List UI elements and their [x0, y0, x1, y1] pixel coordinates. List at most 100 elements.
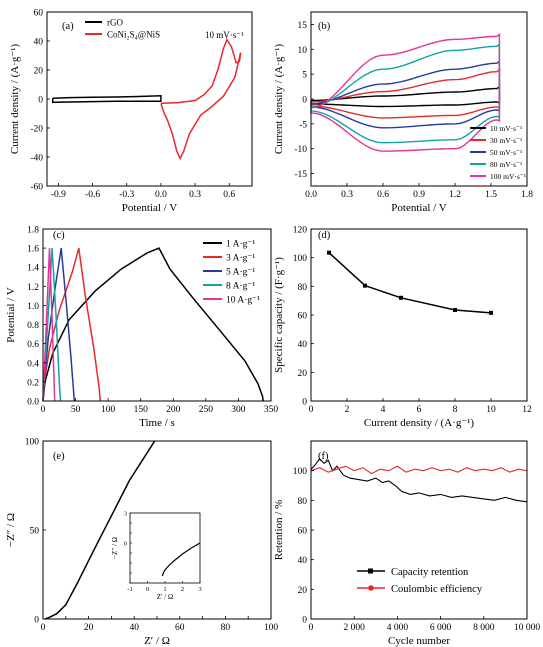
legend-label: Coulombic efficiency: [391, 584, 483, 595]
x-tick-label: 250: [199, 405, 214, 415]
legend-label: rGO: [107, 18, 123, 28]
legend-label: 50 mV·s⁻¹: [490, 148, 522, 157]
x-axis-label: Cycle number: [388, 635, 450, 647]
inset-series: [161, 542, 201, 577]
inset-x-tick-label: 0: [146, 586, 149, 593]
legend-label: 100 mV·s⁻¹: [490, 172, 526, 181]
x-axis-label: Potential / V: [122, 202, 177, 214]
x-tick-label: 0: [41, 623, 46, 633]
y-tick-label: 0.8: [27, 321, 39, 331]
y-tick-label: 0.4: [27, 359, 39, 369]
x-tick-label: -0.6: [85, 190, 100, 200]
x-tick-label: 0: [41, 405, 46, 415]
x-tick-label: 1.2: [449, 190, 461, 200]
y-tick-label: 60: [34, 9, 44, 19]
x-tick-label: 20: [84, 623, 94, 633]
y-tick-label: -10: [294, 145, 307, 155]
y-tick-label: 1.6: [27, 245, 39, 255]
x-tick-label: 200: [166, 405, 181, 415]
x-tick-label: 0.9: [413, 190, 425, 200]
x-tick-label: 0: [309, 405, 314, 415]
y-tick-label: 0.6: [27, 340, 39, 350]
y-tick-label: 1.8: [27, 226, 39, 236]
y-tick-label: 20: [34, 67, 44, 77]
inset-x-tick-label: 2: [181, 586, 184, 593]
legend-label: 30 mV·s⁻¹: [490, 136, 522, 145]
y-tick-label: 0: [302, 96, 307, 106]
x-tick-label: 12: [522, 405, 532, 415]
y-tick-label: 5: [302, 71, 307, 81]
y-axis-label: Potential / V: [5, 287, 17, 342]
x-tick-label: 50: [71, 405, 81, 415]
legend-marker: [368, 585, 374, 591]
x-tick-label: -0.9: [51, 190, 66, 200]
x-tick-label: 10 000: [514, 623, 540, 633]
y-tick-label: 100: [293, 467, 308, 477]
x-tick-label: 0.0: [155, 190, 167, 200]
x-tick-label: 0.6: [223, 190, 235, 200]
y-tick-label: 1.0: [27, 302, 39, 312]
panel-f: 0 2 000 4 000 6 000 8 000 10 000 0 20 40 60 80 100 C…: [273, 440, 540, 647]
y-tick-label: 0: [38, 96, 43, 106]
legend-label: 5 A·g⁻¹: [226, 268, 255, 278]
x-tick-label: 0: [309, 623, 314, 633]
x-tick-label: 80: [221, 623, 231, 633]
x-tick-label: 100: [101, 405, 116, 415]
x-tick-label: 150: [134, 405, 149, 415]
legend-label: 8 A·g⁻¹: [226, 282, 255, 292]
plot-frame: [42, 228, 272, 402]
data-series: [42, 247, 264, 402]
y-tick-label: 40: [34, 38, 44, 48]
y-tick-label: 20: [298, 369, 308, 379]
data-point: [363, 283, 367, 288]
y-tick-label: 15: [298, 21, 308, 31]
x-tick-label: 1.5: [485, 190, 497, 200]
inset-plot: -1 0 1 2 3 0 3 Z′ / Ω −Z″ / Ω: [111, 511, 202, 602]
x-axis-label: Potential / V: [391, 202, 446, 214]
data-point: [453, 307, 457, 312]
inset-x-tick-label: -1: [127, 586, 132, 593]
data-series: [51, 95, 162, 104]
y-tick-label: 1.4: [27, 264, 39, 274]
y-tick-label: 40: [298, 556, 308, 566]
x-axis-label: Time / s: [139, 417, 175, 429]
x-tick-label: 100: [264, 623, 279, 633]
x-tick-label: -0.3: [119, 190, 134, 200]
y-tick-label: 0: [34, 616, 39, 626]
y-axis-label: Retention / %: [273, 500, 285, 561]
panel-a: -0.9 -0.6 -0.3 0.0 0.3 0.6 -60 -40 -20 0 20 40 60 Pot…: [9, 9, 253, 214]
inset-y-tick-label: 0: [124, 541, 127, 548]
x-tick-label: 1.8: [521, 190, 533, 200]
data-series: [310, 465, 528, 475]
data-point: [399, 295, 403, 300]
panel-label: (d): [318, 230, 331, 241]
y-tick-label: 0: [302, 398, 307, 408]
y-tick-label: -40: [30, 154, 43, 164]
x-tick-label: 4: [381, 405, 386, 415]
y-tick-label: 0.0: [27, 398, 39, 408]
y-tick-label: 1.2: [27, 283, 39, 293]
nyquist-series: [45, 440, 156, 620]
inset-x-tick-label: 1: [163, 586, 166, 593]
panel-label: (b): [318, 21, 331, 32]
y-tick-label: -15: [294, 170, 307, 180]
y-tick-label: 100: [293, 254, 308, 264]
x-tick-label: 10: [486, 405, 496, 415]
y-tick-label: 60: [298, 527, 308, 537]
y-tick-label: 80: [298, 497, 308, 507]
legend-label: Capacity retention: [391, 567, 469, 578]
x-tick-label: 350: [264, 405, 279, 415]
y-axis-label: Current density / (A·g⁻¹): [9, 44, 21, 155]
inset-x-tick-label: 3: [198, 586, 201, 593]
y-axis-label: −Z″ / Ω: [5, 513, 17, 547]
panel-label: (f): [318, 451, 329, 462]
x-tick-label: 8: [453, 405, 458, 415]
y-tick-label: -20: [30, 125, 43, 135]
x-axis-label: Z′ / Ω: [144, 635, 170, 647]
legend-label: 10 A·g⁻¹: [226, 296, 260, 306]
y-tick-label: 100: [25, 438, 40, 448]
legend-label: 1 A·g⁻¹: [226, 240, 255, 250]
x-tick-label: 6 000: [430, 623, 452, 633]
panel-label: (e): [53, 451, 65, 462]
